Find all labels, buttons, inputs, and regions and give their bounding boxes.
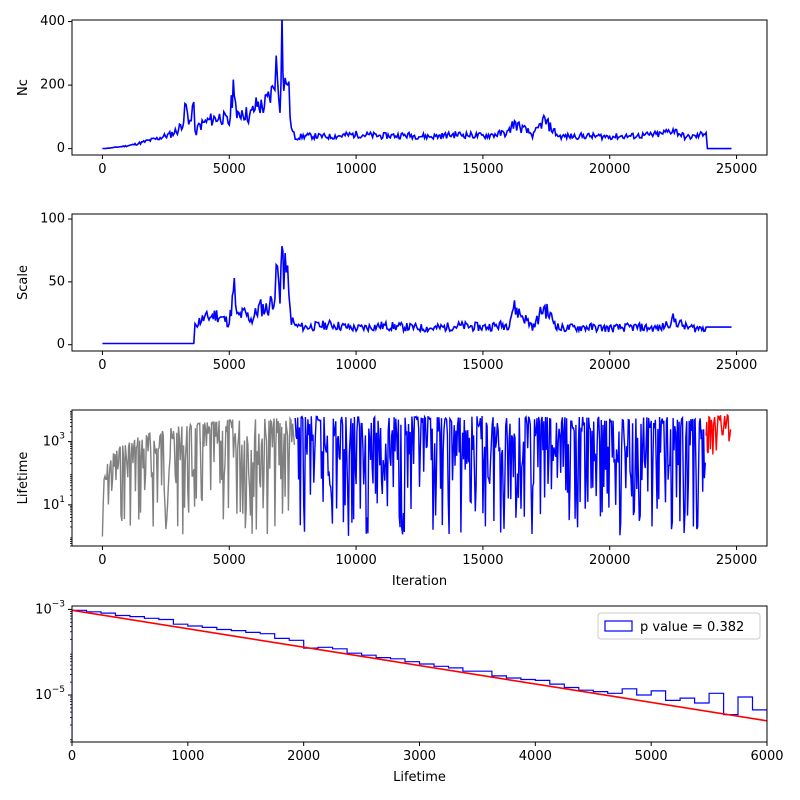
y-tick-label: 400	[40, 14, 65, 29]
legend-box	[597, 612, 761, 640]
x-tick-label: 0	[68, 749, 76, 764]
y-tick-label: 0	[57, 337, 65, 352]
x-tick-label: 15000	[462, 553, 503, 568]
x-tick-label: 5000	[213, 553, 246, 568]
plot-area	[101, 413, 732, 537]
panel-lifetime-trace: 0 5000 10000 15000 20000 25000 101 103 Lifetime I…	[16, 409, 768, 589]
legend: p value = 0.382	[597, 612, 761, 640]
x-axis-label: Iteration	[392, 574, 447, 589]
x-tick-label: 20000	[589, 162, 630, 177]
y-tick-label: 103	[43, 431, 65, 449]
x-tick-label: 3000	[403, 749, 436, 764]
legend-swatch	[604, 620, 633, 632]
plot-area	[72, 609, 767, 742]
x-tick-label: 5000	[213, 162, 246, 177]
panel-nc: 0 5000 10000 15000 20000 25000 0 200 400 Nc	[16, 14, 768, 177]
x-tick-label: 4000	[519, 749, 552, 764]
x-tick-label: 5000	[635, 749, 668, 764]
x-tick-label: 0	[98, 358, 106, 373]
plot-area	[102, 20, 732, 150]
x-tick-label: 6000	[750, 749, 783, 764]
x-tick-label: 0	[98, 162, 106, 177]
series-line-0	[102, 20, 732, 150]
x-tick-label: 20000	[589, 358, 630, 373]
x-tick-label: 10000	[335, 162, 376, 177]
x-tick-label: 25000	[716, 358, 757, 373]
x-tick-label: 2000	[287, 749, 320, 764]
histogram-steps	[72, 609, 767, 742]
y-tick-label: 50	[48, 274, 65, 289]
panel-lifetime-hist: 0 1000 2000 3000 4000 5000 6000 10−5 10−3 Lifetim…	[35, 599, 783, 785]
plot-area	[102, 246, 732, 345]
x-tick-label: 5000	[213, 358, 246, 373]
series-line-0	[101, 415, 296, 537]
x-tick-label: 15000	[462, 162, 503, 177]
fit-line	[72, 609, 767, 722]
x-tick-label: 15000	[462, 358, 503, 373]
axes-frame	[71, 19, 768, 156]
y-tick-label: 0	[57, 141, 65, 156]
x-tick-label: 10000	[335, 553, 376, 568]
series-line-2	[705, 413, 732, 455]
legend-label: p value = 0.382	[640, 620, 744, 635]
x-tick-label: 0	[98, 553, 106, 568]
x-tick-label: 1000	[171, 749, 204, 764]
panel-scale: 0 5000 10000 15000 20000 25000 0 50 100 Scale	[16, 212, 768, 373]
x-axis-label: Lifetime	[393, 770, 446, 785]
y-tick-label: 10−3	[35, 599, 65, 617]
x-tick-label: 10000	[335, 358, 376, 373]
y-axis-label: Nc	[16, 79, 31, 96]
series-line-1	[294, 414, 706, 536]
x-tick-label: 20000	[589, 553, 630, 568]
x-tick-label: 25000	[716, 162, 757, 177]
axes-frame	[71, 213, 768, 352]
y-axis-label: Scale	[16, 265, 31, 300]
y-tick-label: 100	[40, 212, 65, 227]
series-line-0	[102, 246, 732, 345]
y-tick-label: 101	[43, 494, 65, 512]
y-axis-label: Lifetime	[16, 452, 31, 505]
x-tick-label: 25000	[716, 553, 757, 568]
y-tick-label: 10−5	[35, 685, 65, 703]
y-tick-label: 200	[40, 78, 65, 93]
